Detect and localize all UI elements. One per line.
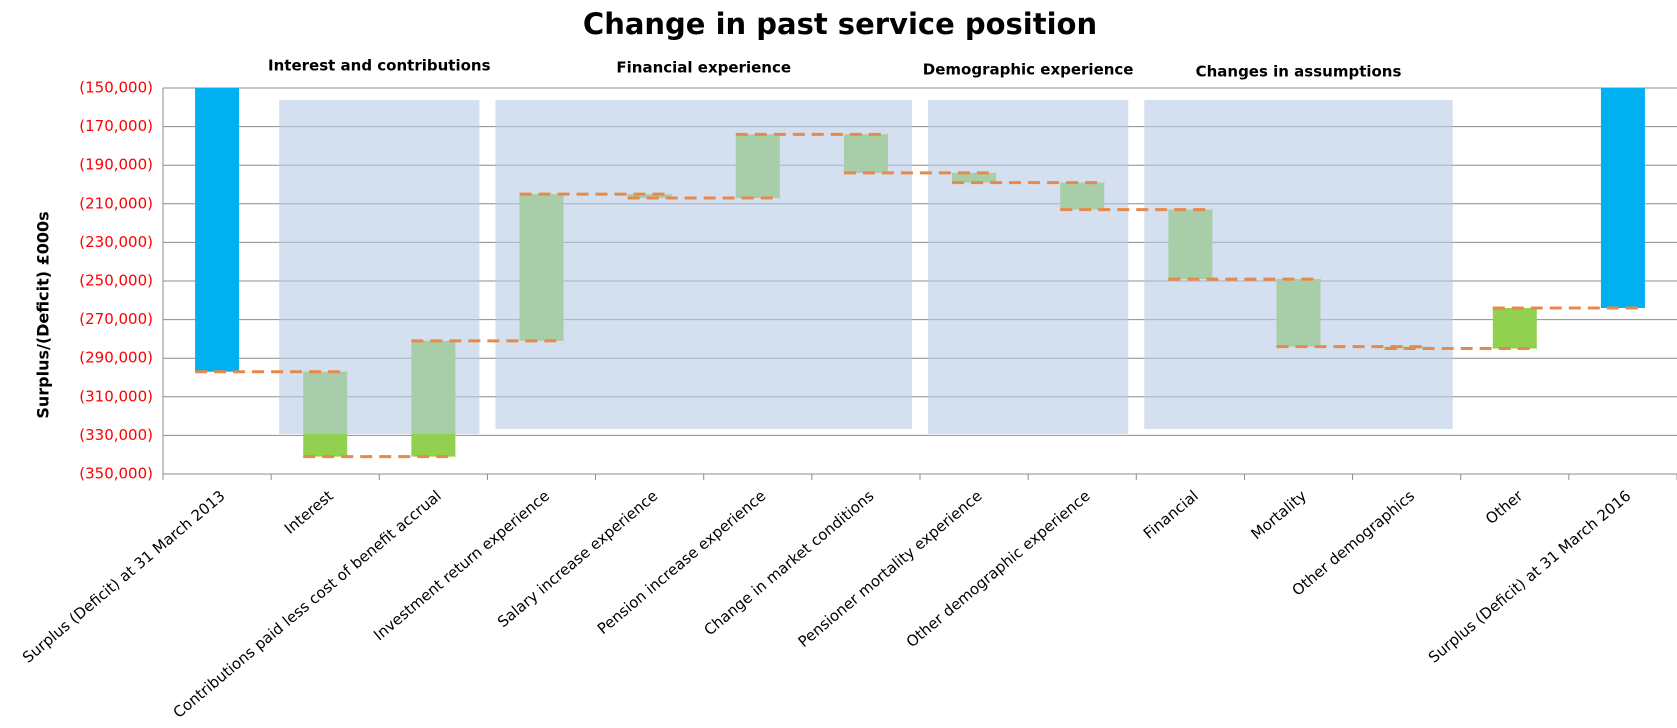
x-tick-label: Other demographic experience <box>903 487 1094 651</box>
x-tick-label: Surplus (Deficit) at 31 March 2013 <box>19 487 228 667</box>
y-tick-label: (210,000) <box>79 194 153 212</box>
chart-title: Change in past service position <box>583 7 1097 41</box>
x-tick-label: Change in market conditions <box>701 487 878 640</box>
x-tick-label: Mortality <box>1247 487 1310 544</box>
y-tick-label: (250,000) <box>79 272 153 290</box>
y-tick-label: (190,000) <box>79 156 153 174</box>
group-band <box>495 100 912 429</box>
x-tick-label: Other demographics <box>1289 487 1419 600</box>
y-tick-label: (290,000) <box>79 349 153 367</box>
group-band <box>1144 100 1453 429</box>
x-tick-label: Financial <box>1140 487 1202 543</box>
y-tick-label: (330,000) <box>79 426 153 444</box>
x-tick-label: Surplus (Deficit) at 31 March 2016 <box>1425 487 1634 667</box>
group-bands <box>279 100 1453 434</box>
x-tick-label: Other <box>1482 486 1527 528</box>
group-band <box>928 100 1129 434</box>
group-label: Financial experience <box>616 59 791 77</box>
x-tick-label: Pension increase experience <box>594 487 769 638</box>
change-bar <box>1492 308 1537 349</box>
y-tick-label: (310,000) <box>79 387 153 405</box>
connectors <box>195 132 1645 459</box>
y-axis-label: Surplus/(Deficit) £000s <box>34 211 53 418</box>
group-label: Interest and contributions <box>268 57 491 75</box>
total-bar <box>1600 88 1645 309</box>
group-label: Demographic experience <box>923 61 1134 79</box>
x-tick-label: Investment return experience <box>370 487 553 644</box>
y-tick-label: (150,000) <box>79 79 153 97</box>
y-tick-label: (350,000) <box>79 465 153 483</box>
y-tick-label: (270,000) <box>79 310 153 328</box>
y-tick-label: (170,000) <box>79 117 153 135</box>
group-label: Changes in assumptions <box>1196 63 1402 81</box>
group-band <box>279 100 480 434</box>
x-tick-label: Pensioner mortality experience <box>795 487 986 651</box>
total-bar <box>195 88 240 372</box>
y-tick-label: (230,000) <box>79 233 153 251</box>
x-tick-label: Interest <box>281 487 337 538</box>
